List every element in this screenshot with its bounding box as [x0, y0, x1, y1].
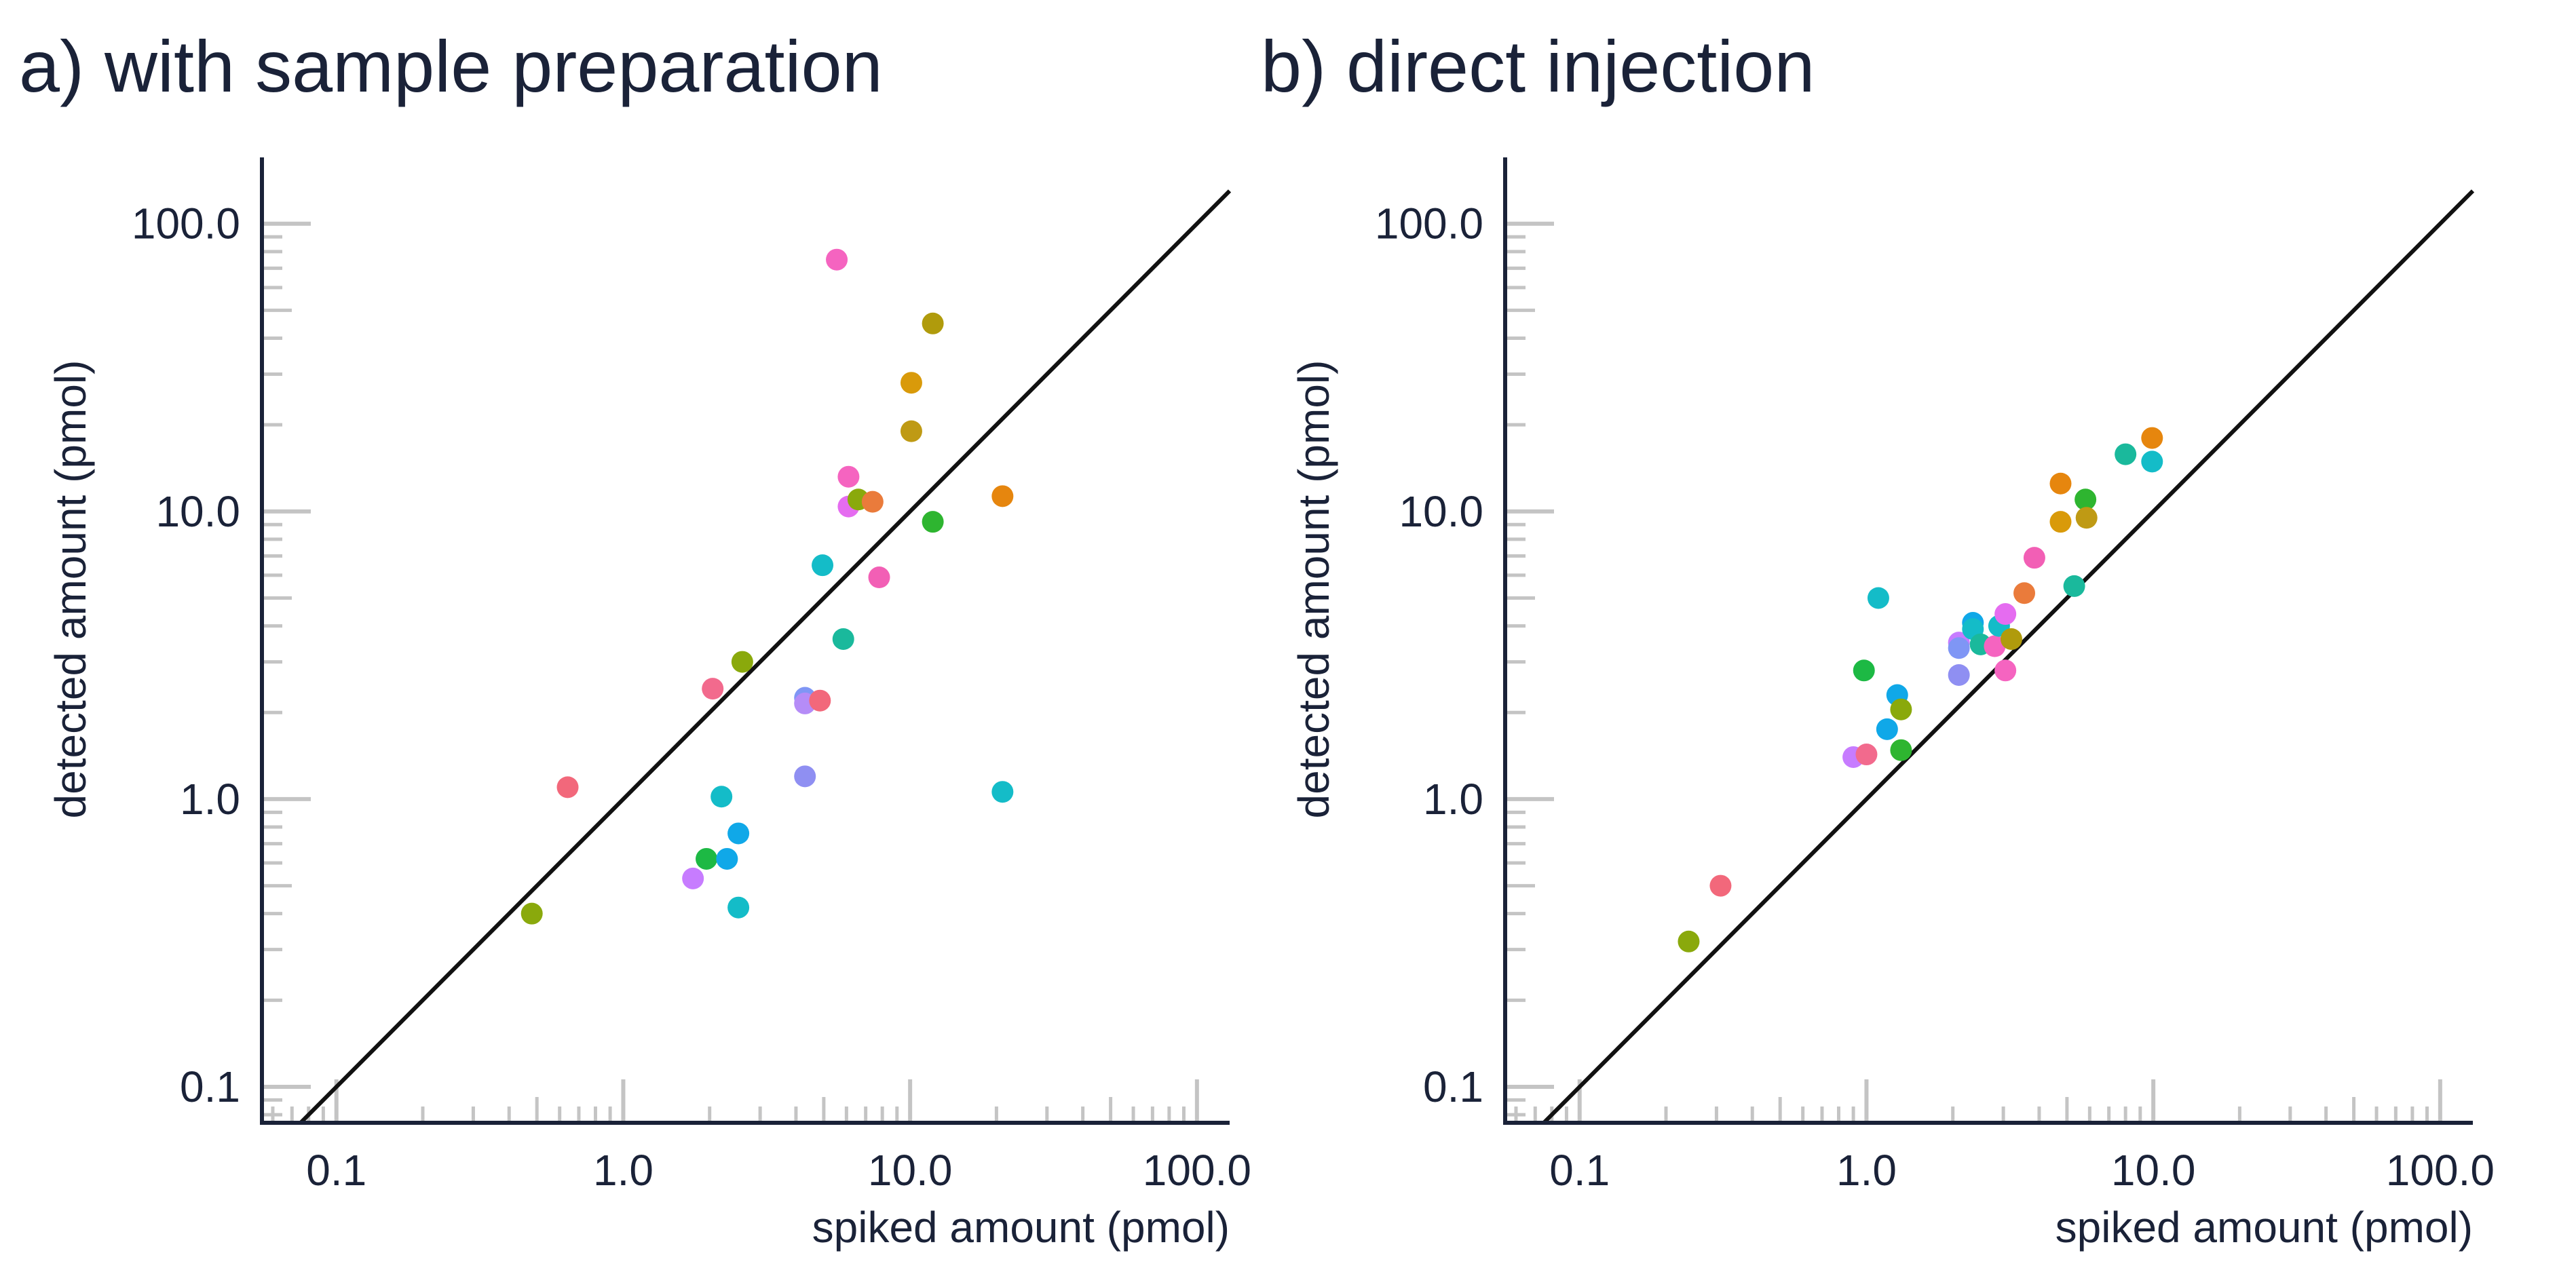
panel-b-y-tick-labels: 0.1 1.0 10.0 100.0	[1375, 199, 1483, 1111]
panel-a-y-tick-label: 10.0	[155, 487, 240, 536]
panel-a-title: a) with sample preparation	[19, 25, 883, 107]
panel-a-data-point	[868, 566, 890, 589]
panel-a-y-tick-label: 100.0	[132, 199, 240, 248]
panel-a-data-point	[837, 465, 860, 488]
panel-b-x-tick-label: 1.0	[1836, 1146, 1897, 1195]
panel-a-x-tick-label: 10.0	[868, 1146, 953, 1195]
panel-b-data-point	[1890, 739, 1912, 761]
panel-a-data-point	[727, 896, 750, 919]
panel-a-data-point	[826, 248, 848, 271]
panel-a-x-tick-label: 1.0	[593, 1146, 654, 1195]
panel-a-data-point	[812, 554, 834, 577]
panel-b-data-point	[1994, 603, 2017, 626]
panel-b-data-point	[2000, 628, 2022, 650]
panel-a-data-point	[900, 372, 922, 394]
panel-a-data-point	[731, 651, 753, 673]
panel-b: b) direct injection 0.1 1.0 10.0 100.0 0…	[1261, 25, 2495, 1252]
panel-a-axes	[260, 157, 1230, 1125]
panel-b-x-tick-label: 10.0	[2111, 1146, 2196, 1195]
panel-b-data-point	[1984, 635, 2006, 657]
panel-a-data-point	[991, 781, 1014, 803]
panel-b-data-point	[1948, 637, 1970, 659]
panel-b-data-point	[1867, 587, 1889, 609]
panel-a-data-point	[900, 420, 922, 442]
panel-b-points	[1678, 427, 2163, 952]
panel-a-x-axis-label: spiked amount (pmol)	[812, 1203, 1230, 1252]
panel-b-identity-line	[1542, 189, 2475, 1125]
panel-b-x-tick-labels: 0.1 1.0 10.0 100.0	[1549, 1146, 2495, 1195]
panel-b-data-point	[2141, 427, 2163, 449]
panel-a-data-point	[794, 765, 816, 788]
panel-a-y-tick-label: 1.0	[180, 775, 240, 824]
panel-a-data-point	[682, 867, 704, 889]
panel-a-data-point	[861, 490, 884, 513]
panel-b-y-tick-label: 10.0	[1399, 487, 1483, 536]
panel-a-x-tick-label: 0.1	[306, 1146, 366, 1195]
panel-a-major-ticks	[262, 221, 1199, 1123]
panel-a-data-point	[520, 902, 543, 925]
panel-b-data-point	[1855, 744, 1878, 766]
panel-b-data-point	[1853, 659, 1875, 682]
panel-a-data-point	[832, 628, 854, 650]
panel-b-y-tick-label: 100.0	[1375, 199, 1483, 248]
panel-a-data-point	[702, 678, 724, 700]
panel-b-y-tick-label: 0.1	[1423, 1062, 1483, 1111]
panel-b-data-point	[2049, 472, 2072, 495]
panel-a-data-point	[809, 689, 831, 712]
panel-a-data-point	[711, 786, 733, 808]
panel-a-y-axis-label: detected amount (pmol)	[46, 360, 95, 819]
panel-b-data-point	[2049, 511, 2072, 533]
panel-a-y-tick-label: 0.1	[180, 1062, 240, 1111]
panel-b-x-axis-label: spiked amount (pmol)	[2056, 1203, 2473, 1252]
panel-a-data-point	[727, 822, 750, 845]
panel-a-minor-ticks	[262, 235, 1186, 1123]
panel-a-data-point	[922, 511, 944, 533]
panel-a-x-tick-label: 100.0	[1143, 1146, 1251, 1195]
panel-a-points	[520, 248, 1014, 925]
panel-b-data-point	[2075, 488, 2097, 511]
panel-b-x-tick-label: 0.1	[1549, 1146, 1610, 1195]
panel-b-data-point	[1948, 663, 1970, 686]
panel-a-x-tick-labels: 0.1 1.0 10.0 100.0	[306, 1146, 1251, 1195]
panel-b-x-tick-label: 100.0	[2386, 1146, 2495, 1195]
panel-b-data-point	[1678, 930, 1700, 952]
panel-a-data-point	[716, 847, 738, 870]
panel-b-data-point	[2023, 547, 2045, 569]
panel-b-data-point	[2063, 575, 2085, 597]
panel-b-data-point	[2075, 507, 2098, 529]
panel-a: a) with sample preparation 0.1 1.0 10.0 …	[19, 25, 1251, 1252]
panel-a-data-point	[556, 776, 579, 798]
panel-a-data-point	[922, 312, 944, 334]
panel-a-data-point	[991, 485, 1014, 507]
panel-b-y-axis-label: detected amount (pmol)	[1289, 360, 1338, 819]
panel-a-identity-line	[299, 189, 1232, 1125]
panel-b-data-point	[1890, 698, 1912, 720]
panel-b-data-point	[2141, 450, 2163, 473]
panel-b-data-point	[1994, 659, 2017, 682]
panel-b-minor-ticks	[1505, 235, 2429, 1123]
panel-a-data-point	[696, 847, 718, 870]
panel-b-data-point	[2013, 582, 2036, 604]
panel-b-data-point	[1876, 718, 1898, 740]
panel-a-y-tick-labels: 0.1 1.0 10.0 100.0	[132, 199, 240, 1111]
panel-b-data-point	[1709, 874, 1732, 897]
panel-b-data-point	[2115, 443, 2137, 465]
panel-b-y-tick-label: 1.0	[1423, 775, 1483, 824]
panel-b-axes	[1503, 157, 2473, 1125]
panel-b-title: b) direct injection	[1261, 25, 1815, 107]
